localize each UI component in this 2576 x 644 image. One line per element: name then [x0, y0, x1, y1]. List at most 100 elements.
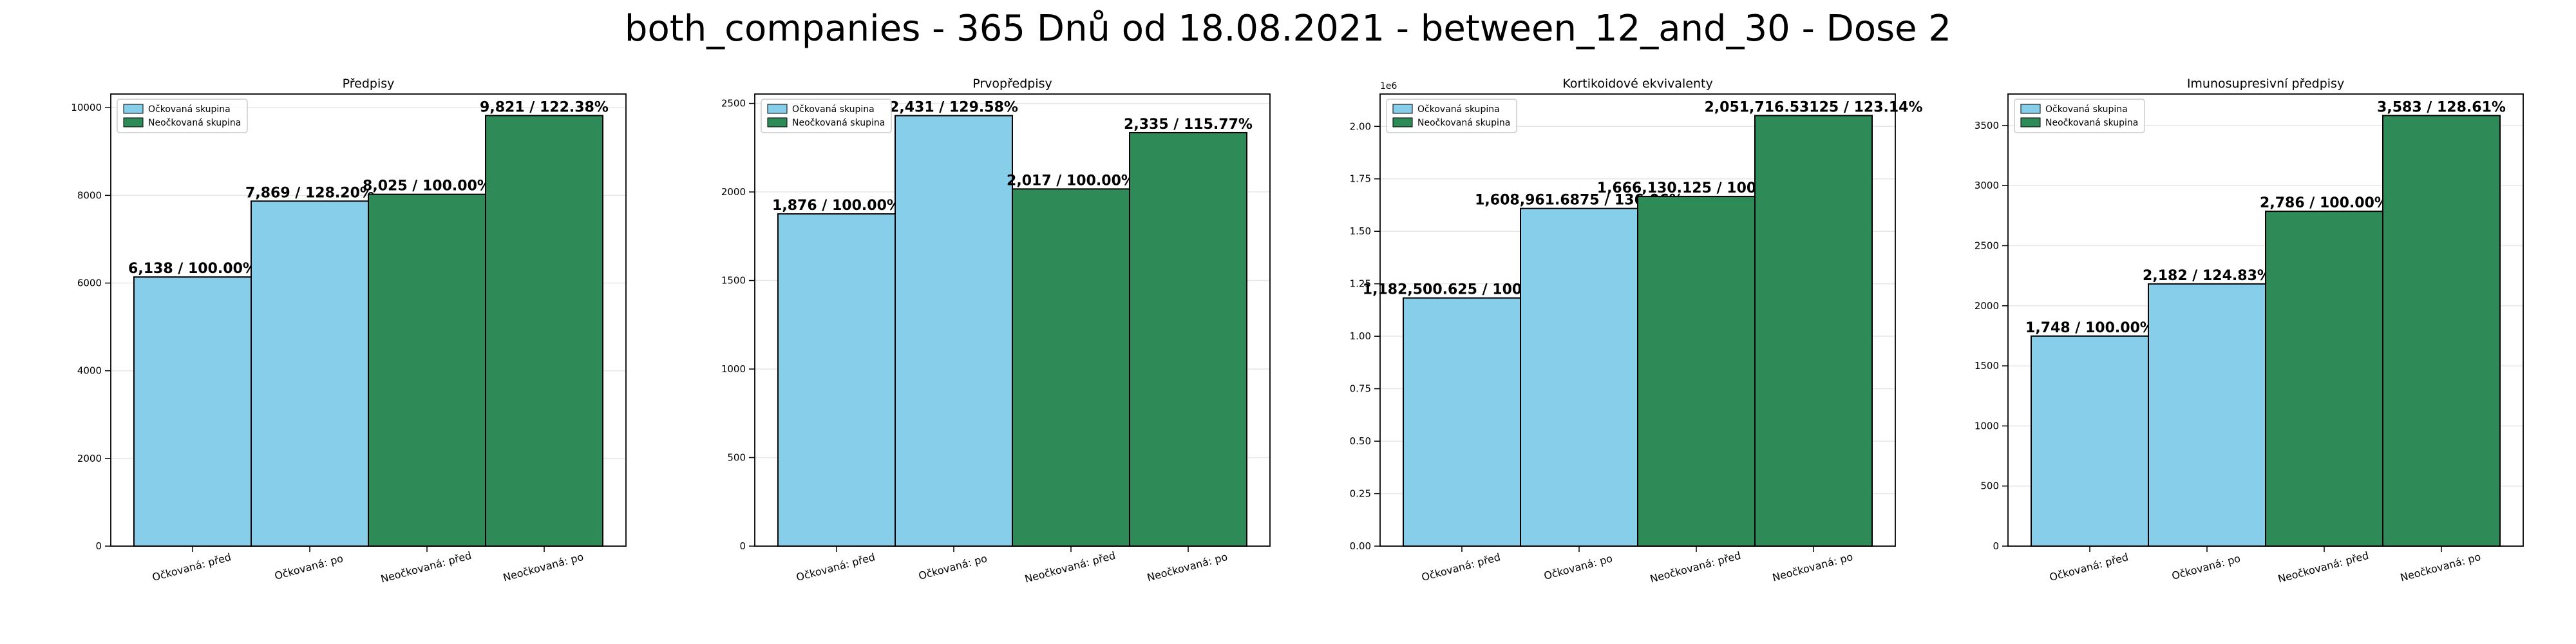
bar [251, 200, 369, 547]
y-tick-label: 2000 [1975, 300, 1999, 312]
bar-value-label: 2,182 / 124.83% [2143, 268, 2271, 284]
legend-label: Očkovaná skupina [2045, 104, 2128, 115]
y-tick-label: 2000 [77, 453, 102, 464]
bar-value-label: 2,431 / 129.58% [889, 100, 1018, 116]
bar-value-label: 2,335 / 115.77% [1124, 117, 1253, 133]
y-tick-label: 4000 [77, 365, 102, 377]
legend-box [2014, 99, 2145, 133]
x-tick-label: Neočkovaná: po [2399, 551, 2482, 584]
x-tick-label: Neočkovaná: po [1146, 551, 1229, 584]
legend-swatch [767, 117, 788, 128]
y-tick-label: 2500 [1975, 240, 1999, 251]
bar-value-label: 2,786 / 100.00% [2260, 195, 2389, 211]
legend-label: Neočkovaná skupina [2045, 118, 2138, 128]
y-tick-label: 0 [1993, 540, 1999, 552]
y-tick-label: 500 [1980, 480, 1999, 492]
bar-value-label: 1,748 / 100.00% [2025, 320, 2154, 336]
legend-label: Očkovaná skupina [148, 104, 231, 115]
y-tick-label: 0.25 [1350, 488, 1371, 500]
axes-frame [1379, 93, 1896, 547]
bar-value-label: 2,051,716.53125 / 123.14% [1704, 99, 1922, 115]
y-tick-label: 2500 [721, 98, 746, 109]
y-tick-label: 1.25 [1350, 278, 1371, 290]
bar [777, 213, 896, 547]
legend-label: Očkovaná skupina [792, 104, 875, 115]
chart-title: Kortikoidové ekvivalenty [1562, 77, 1712, 91]
x-tick-label: Očkovaná: před [2048, 551, 2130, 583]
y-tick-label: 10000 [71, 102, 102, 113]
y-tick-label: 0.50 [1350, 435, 1371, 447]
legend: Očkovaná skupina Neočkovaná skupina [761, 99, 892, 133]
y-tick-label: 1500 [721, 275, 746, 287]
bar [1754, 115, 1873, 547]
legend-swatch [123, 104, 144, 114]
bar [2265, 211, 2383, 547]
legend-swatch [2020, 104, 2041, 114]
legend-swatch [2020, 117, 2041, 128]
bar [485, 115, 603, 547]
chart-panel: 0 500 1000 1500 2000 2500 3000 3500 1,748 / 100.… [1975, 77, 2524, 585]
axes-frame [754, 93, 1271, 547]
y-tick-label: 2.00 [1350, 120, 1371, 132]
y-tick-label: 0.75 [1350, 383, 1371, 395]
y-tick-label: 1.50 [1350, 225, 1371, 237]
legend-swatch [1392, 117, 1413, 128]
legend-swatch [1392, 104, 1413, 114]
y-tick-label: 0 [739, 540, 746, 552]
legend-label: Neočkovaná skupina [148, 118, 241, 128]
legend-box [117, 99, 248, 133]
bar [2148, 283, 2266, 547]
bar-value-label: 2,017 / 100.00% [1007, 173, 1135, 189]
bar-value-label: 3,583 / 128.61% [2377, 99, 2506, 115]
y-tick-label: 1.75 [1350, 173, 1371, 185]
y-tick-label: 1.00 [1350, 330, 1371, 342]
x-tick-label: Neočkovaná: po [1771, 551, 1854, 584]
legend: Očkovaná skupina Neočkovaná skupina [1386, 99, 1517, 133]
y-tick-label: 0 [95, 540, 102, 552]
y-tick-label: 6000 [77, 278, 102, 289]
bar [895, 115, 1013, 547]
x-tick-label: Neočkovaná: před [379, 549, 473, 585]
bar [1012, 188, 1130, 547]
y-offset-label: 1e6 [1380, 81, 1397, 91]
legend-box [761, 99, 892, 133]
legend-box [1386, 99, 1517, 133]
bar-value-label: 6,138 / 100.00% [128, 261, 257, 277]
x-tick-label: Očkovaná: po [917, 552, 989, 582]
legend-swatch [767, 104, 788, 114]
y-tick-label: 0.00 [1350, 540, 1371, 552]
axes-frame [2007, 93, 2524, 547]
x-tick-label: Očkovaná: po [1542, 552, 1614, 582]
x-tick-label: Očkovaná: po [2170, 552, 2242, 582]
chart-panel: 0 500 1000 1500 2000 2500 1,876 / 100.00% Očkov… [721, 77, 1271, 585]
legend: Očkovaná skupina Neočkovaná skupina [117, 99, 248, 133]
chart-panel: 0 2000 4000 6000 8000 10000 6,138 / 100.00% Očk… [71, 77, 627, 585]
y-tick-label: 1000 [721, 363, 746, 375]
legend-label: Neočkovaná skupina [1417, 118, 1510, 128]
y-tick-label: 2000 [721, 186, 746, 198]
bar-value-label: 9,821 / 122.38% [480, 99, 609, 115]
x-tick-label: Neočkovaná: po [502, 551, 585, 584]
bar [2031, 335, 2149, 547]
x-tick-label: Očkovaná: před [151, 551, 232, 583]
x-tick-label: Neočkovaná: před [2277, 549, 2370, 585]
legend: Očkovaná skupina Neočkovaná skupina [2014, 99, 2145, 133]
chart-panel: 0.000.250.500.751.001.251.501.752.001e61… [1350, 77, 1923, 585]
bar [1129, 131, 1247, 547]
axes-frame [110, 93, 627, 547]
bar [1637, 196, 1756, 547]
bar [2382, 115, 2501, 547]
legend-label: Neočkovaná skupina [792, 118, 885, 128]
bar-value-label: 1,876 / 100.00% [772, 198, 901, 214]
bar [1403, 297, 1521, 547]
y-tick-label: 1500 [1975, 360, 1999, 372]
legend-swatch [123, 117, 144, 128]
legend-label: Očkovaná skupina [1417, 104, 1500, 115]
y-tick-label: 3000 [1975, 180, 1999, 191]
y-tick-label: 1000 [1975, 420, 1999, 431]
bar-value-label: 8,025 / 100.00% [363, 178, 491, 194]
x-tick-label: Očkovaná: před [795, 551, 876, 583]
bar [133, 276, 252, 547]
